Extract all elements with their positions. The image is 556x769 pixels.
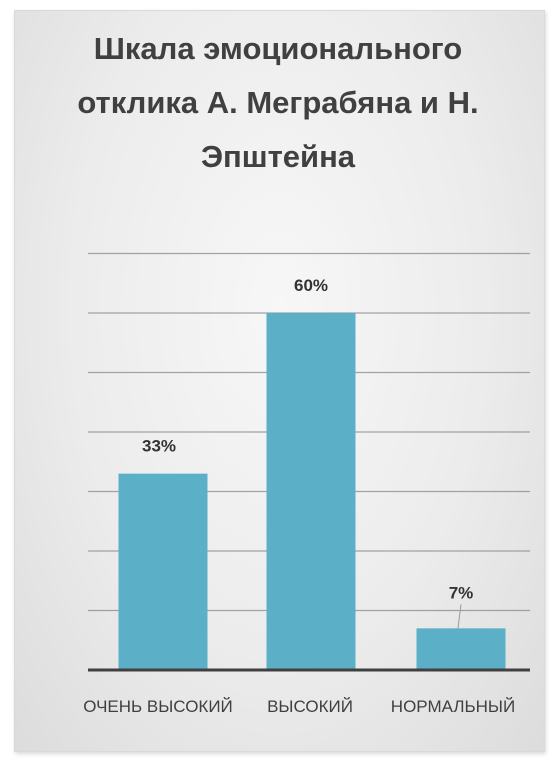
x-tick-label: НОРМАЛЬНЫЙ xyxy=(391,697,515,716)
x-tick-label: ОЧЕНЬ ВЫСОКИЙ xyxy=(83,697,233,716)
bar xyxy=(266,313,356,670)
bar xyxy=(118,473,208,670)
data-label-leader xyxy=(457,604,462,629)
data-label: 60% xyxy=(294,276,328,295)
data-label: 7% xyxy=(449,583,474,602)
x-tick-label: ВЫСОКИЙ xyxy=(267,697,353,716)
data-label: 33% xyxy=(142,437,176,456)
chart-title: Шкала эмоционального отклика А. Меграбян… xyxy=(77,31,479,174)
bar xyxy=(416,628,506,670)
